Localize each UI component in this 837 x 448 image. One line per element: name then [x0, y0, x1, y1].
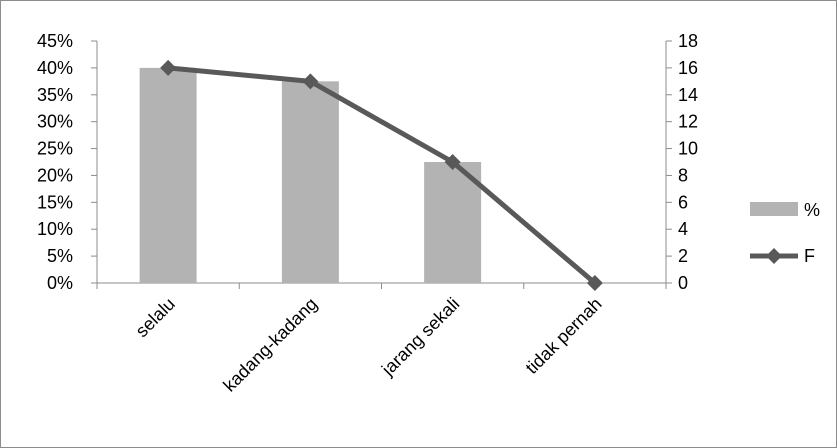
left-tick-label: 0%: [47, 273, 73, 293]
x-axis: selalu kadang-kadang jarang sekali tidak pe…: [96, 282, 667, 396]
legend-label-percent: %: [804, 200, 820, 220]
right-tick-label: 12: [678, 112, 698, 132]
series-line-f: [167, 65, 597, 285]
right-tick-label: 10: [678, 139, 698, 159]
left-tick-label: 45%: [37, 31, 73, 51]
right-tick-label: 14: [678, 85, 698, 105]
right-tick-label: 2: [678, 246, 688, 266]
left-tick-label: 40%: [37, 58, 73, 78]
left-tick-label: 20%: [37, 165, 73, 185]
right-tick-label: 8: [678, 165, 688, 185]
left-tick-label: 15%: [37, 192, 73, 212]
bar-series: [139, 67, 482, 283]
line-point-marker: [444, 154, 461, 170]
right-tick-label: 16: [678, 58, 698, 78]
left-axis: 0% 5% 10% 15% 20% 25% 30% 35% 40% 45%: [37, 31, 98, 293]
x-category-label: kadang-kadang: [219, 294, 321, 396]
line-point-marker: [586, 275, 603, 291]
bar: [281, 81, 339, 283]
line-series: [160, 59, 603, 291]
right-tick-label: 0: [678, 273, 688, 293]
legend-marker-f: [766, 248, 782, 264]
legend: %F: [750, 200, 820, 266]
left-tick-label: 5%: [47, 246, 73, 266]
right-axis: 0 2 4 6 8 10 12 14 16 18: [665, 31, 698, 293]
left-tick-label: 30%: [37, 112, 73, 132]
x-category-label: jarang sekali: [377, 294, 463, 380]
line-point-marker: [302, 73, 319, 90]
right-tick-label: 4: [678, 219, 688, 239]
bar: [139, 67, 197, 283]
legend-swatch-percent: [750, 202, 798, 216]
x-category-label: tidak pernah: [522, 294, 606, 378]
bar: [424, 162, 482, 283]
right-tick-label: 18: [678, 31, 698, 51]
right-tick-label: 6: [678, 192, 688, 212]
legend-label-f: F: [804, 246, 815, 266]
x-category-label: selalu: [132, 294, 179, 341]
line-point-marker: [160, 59, 177, 76]
left-tick-label: 35%: [37, 85, 73, 105]
left-tick-label: 25%: [37, 139, 73, 159]
left-tick-label: 10%: [37, 219, 73, 239]
